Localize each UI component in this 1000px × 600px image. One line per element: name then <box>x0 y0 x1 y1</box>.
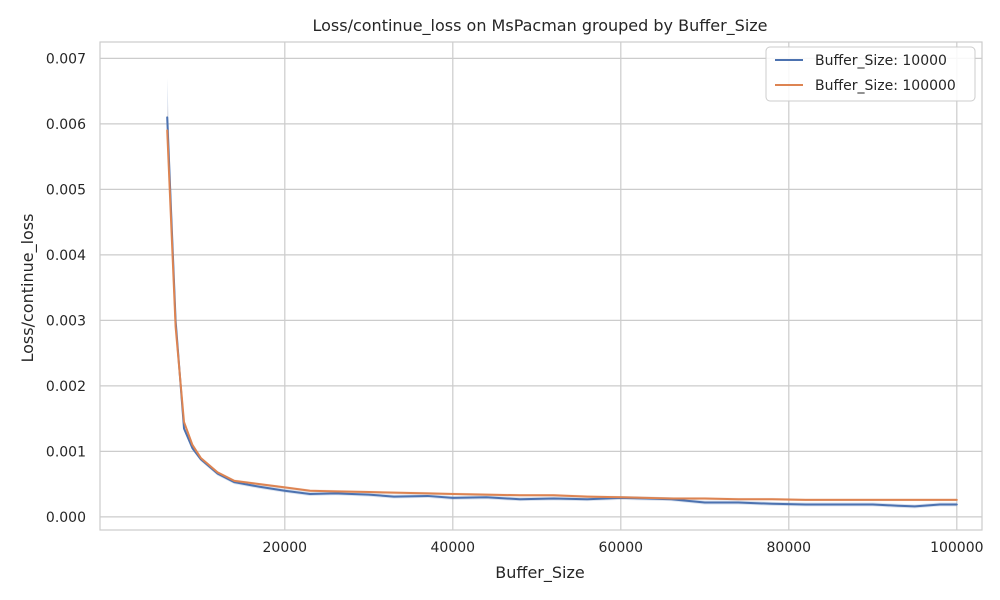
legend-box <box>765 46 976 102</box>
y-tick-label: 0.007 <box>46 51 86 67</box>
grid <box>100 42 982 530</box>
plot-area <box>100 42 982 530</box>
y-tick-label: 0.004 <box>46 248 86 264</box>
series-line-2 <box>166 129 958 501</box>
plot-frame <box>99 41 983 531</box>
y-tick-label: 0.006 <box>46 117 86 133</box>
y-axis-title: Loss/continue_loss <box>18 214 38 363</box>
x-tick-label: 100000 <box>930 540 983 556</box>
x-tick-labels: 20000 40000 60000 80000 100000 <box>263 540 984 556</box>
x-tick-label: 20000 <box>263 540 308 556</box>
series-lines <box>166 116 958 508</box>
y-tick-label: 0.000 <box>46 510 86 526</box>
y-tick-label: 0.003 <box>46 313 86 329</box>
y-tick-label: 0.002 <box>46 379 86 395</box>
legend-label-1: Buffer_Size: 10000 <box>815 53 947 69</box>
y-tick-labels: 0.000 0.001 0.002 0.003 0.004 0.005 0.006 0.007 <box>46 51 86 526</box>
y-tick-label: 0.001 <box>46 444 86 460</box>
legend: Buffer_Size: 10000 Buffer_Size: 100000 <box>765 46 976 102</box>
chart-title: Loss/continue_loss on MsPacman grouped b… <box>312 16 767 36</box>
x-axis-title: Buffer_Size <box>495 563 584 583</box>
x-tick-label: 60000 <box>599 540 644 556</box>
x-tick-label: 80000 <box>767 540 812 556</box>
series-line-1 <box>166 116 958 508</box>
x-tick-label: 40000 <box>431 540 476 556</box>
y-tick-label: 0.005 <box>46 182 86 198</box>
legend-label-2: Buffer_Size: 100000 <box>815 78 956 94</box>
